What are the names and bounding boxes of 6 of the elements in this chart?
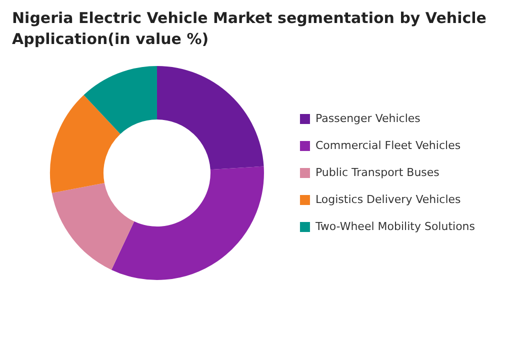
legend-label: Logistics Delivery Vehicles <box>315 192 462 206</box>
legend-label: Commercial Fleet Vehicles <box>315 138 461 152</box>
legend-label: Passenger Vehicles <box>315 112 421 125</box>
legend-label: Two-Wheel Mobility Solutions <box>314 220 476 233</box>
chart-title: Nigeria Electric Vehicle Market segmentation by Vehicle Application(in value %) <box>12 8 488 50</box>
legend-label: Public Transport Buses <box>315 166 440 179</box>
